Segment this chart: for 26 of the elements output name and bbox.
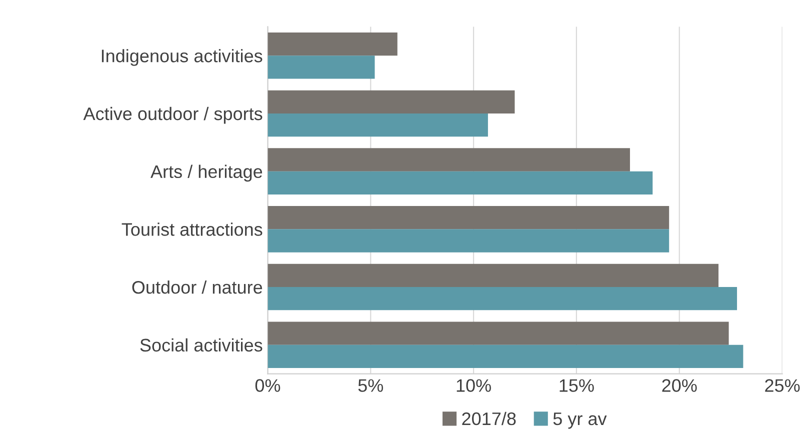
bar (268, 148, 630, 172)
y-tick-label: Indigenous activities (102, 49, 262, 66)
y-tick-label: Arts / heritage (150, 164, 262, 182)
y-tick-label: Active outdoor / sports (83, 106, 262, 124)
x-tick-label: 15% (560, 379, 594, 392)
x-tick-label: 20% (662, 379, 697, 392)
bar (268, 206, 670, 230)
bar (268, 113, 488, 137)
bar (268, 287, 738, 310)
legend-label: 5 yr av (553, 412, 607, 429)
x-tick-label: 25% (765, 379, 800, 392)
bar (268, 229, 670, 252)
legend-label: 2017/8 (462, 412, 516, 426)
bar (268, 322, 729, 345)
x-tick-label: 10% (456, 379, 491, 392)
x-tick-label: 5% (358, 379, 384, 392)
bar (268, 264, 718, 288)
bar (268, 344, 744, 368)
bar (268, 90, 515, 114)
bar (268, 32, 398, 56)
y-tick-label: Outdoor / nature (132, 280, 262, 294)
bar (268, 171, 653, 194)
x-tick-label: 0% (255, 379, 280, 392)
y-tick-label: Tourist attractions (122, 222, 262, 236)
bar (268, 56, 375, 79)
y-tick-label: Social activities (140, 338, 262, 352)
